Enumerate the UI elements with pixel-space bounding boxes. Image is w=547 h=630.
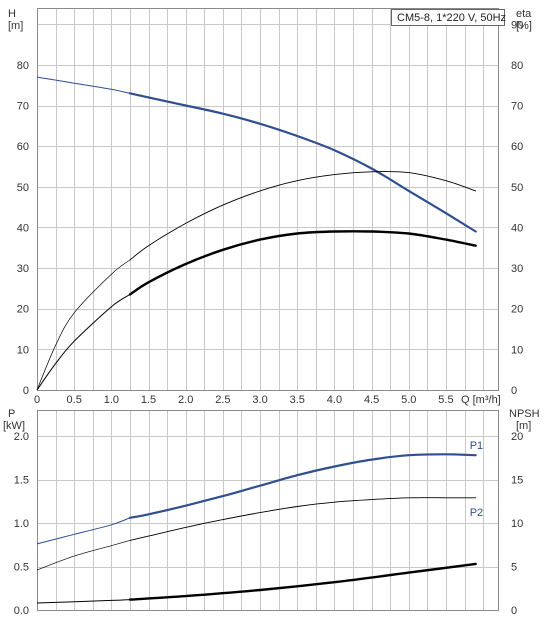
right-tick-label: 15 [511,475,523,487]
right-tick-label: 50 [511,182,523,194]
bottom-series-p2-low-flow-line [36,540,130,571]
top-series-1-low-flow-line [36,76,130,94]
right-tick-label: 90 [511,19,523,31]
series-layer [36,76,477,604]
x-tick-label: 2.0 [178,394,193,406]
series-label-p2: P2 [470,507,483,519]
bottom-series-p1-low-flow-line [36,517,131,545]
x-tick-label: 3.5 [290,394,305,406]
x-tick-label: 0 [34,394,40,406]
left-tick-label: 60 [17,141,29,153]
top-chart-grid [37,8,499,391]
x-axis-label: Q [m³/h] [461,394,501,406]
top-series-2-low-flow-line [36,259,131,391]
left-tick-label: 30 [17,263,29,275]
bottom-right-axis-unit: [m] [516,420,531,432]
bottom-series-p2-line [129,497,477,541]
bottom-left-axis-title: P [8,408,15,420]
right-tick-label: 80 [511,60,523,72]
right-tick-label: 0 [511,605,517,617]
left-tick-label: 70 [17,101,29,113]
top-right-axis-title: eta [516,8,532,20]
bottom-right-axis-title: NPSH [509,408,540,420]
left-tick-label: 10 [17,344,29,356]
x-tick-label: 0.5 [67,394,82,406]
left-tick-label: 0 [23,385,29,397]
x-tick-label: 3.0 [252,394,267,406]
right-tick-label: 5 [511,562,517,574]
x-tick-label: 4.0 [327,394,342,406]
bottom-chart-grid [37,410,499,611]
bottom-chart-frame [37,410,499,611]
left-tick-label: 0.5 [14,562,29,574]
series-label-p1: P1 [470,440,483,452]
bottom-series-npsh-low-flow-line [36,599,130,604]
left-tick-label: 40 [17,222,29,234]
left-tick-label: 80 [17,60,29,72]
top-series-2-line [129,171,477,261]
top-right-axis-unit: [%] [516,20,532,32]
model-label: CM5-8, 1*220 V, 50Hz [397,12,506,24]
x-tick-label: 5.0 [401,394,416,406]
left-tick-label: 20 [17,304,29,316]
top-chart-frame [37,8,499,391]
bottom-left-axis-unit: [kW] [3,420,25,432]
model-label-box [391,9,505,26]
left-tick-label: 1.0 [14,518,29,530]
x-tick-label: 2.5 [215,394,230,406]
top-series-3-low-flow-line [36,294,131,391]
right-tick-label: 10 [511,344,523,356]
top-left-axis-title: H [8,8,16,20]
left-tick-label: 2.0 [14,431,29,443]
bottom-series-npsh-line [128,562,477,601]
bottom-series-p1-line [128,453,477,519]
right-tick-label: 30 [511,263,523,275]
top-left-axis-unit: [m] [8,20,23,32]
right-tick-label: 70 [511,101,523,113]
left-tick-label: 1.5 [14,475,29,487]
right-tick-label: 20 [511,431,523,443]
x-tick-label: 5.5 [438,394,453,406]
right-tick-label: 20 [511,304,523,316]
x-tick-label: 1.0 [104,394,119,406]
x-tick-label: 4.5 [364,394,379,406]
x-tick-label: 1.5 [141,394,156,406]
top-series-1-line [128,92,477,233]
right-tick-label: 0 [511,385,517,397]
right-tick-label: 10 [511,518,523,530]
right-tick-label: 40 [511,222,523,234]
left-tick-label: 50 [17,182,29,194]
right-tick-label: 60 [511,141,523,153]
left-tick-label: 0.0 [14,605,29,617]
top-series-3-line [128,230,477,296]
